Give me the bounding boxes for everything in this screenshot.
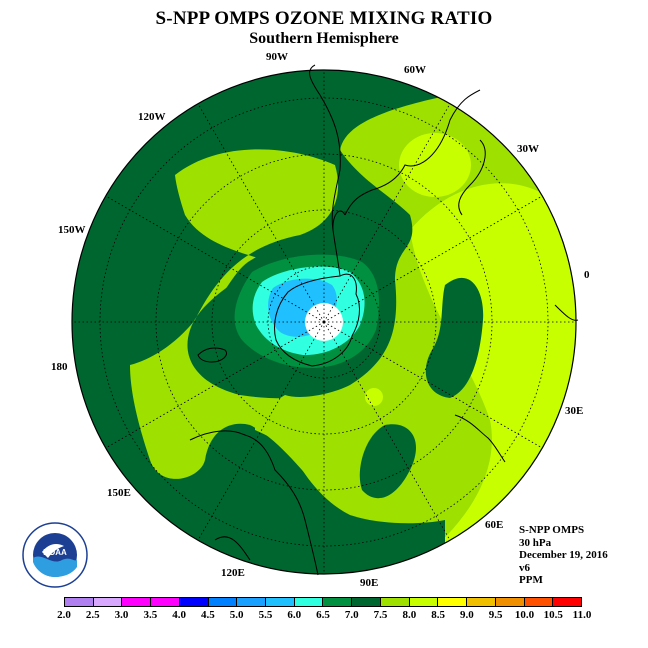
color-scale-tick-label: 9.5 [488,609,503,621]
color-scale-tick-label: 10.5 [543,609,563,621]
info-date: December 19, 2016 [519,549,608,561]
color-scale-segment [294,598,324,606]
color-scale-tick-label: 10.0 [514,609,535,621]
color-scale-tick-label: 4.5 [201,609,215,621]
color-scale-tick-label: 3.0 [114,609,129,621]
color-scale-tick-label: 4.0 [172,609,186,621]
lon-label-30e: 30E [565,405,583,417]
map-boundary [71,69,577,575]
color-scale-tick-label: 3.5 [143,609,158,621]
australia-coast [189,430,319,576]
color-scale-tick-label: 9.0 [460,609,474,621]
color-scale-bar [64,597,582,607]
color-scale-tick-label: 5.0 [229,609,244,621]
color-scale-segment [553,598,581,606]
noaa-logo-text: NOAA [43,548,67,557]
lon-label-120e: 120E [221,567,245,579]
color-scale-segment [122,598,152,606]
longitude-labels: 90W 60W 30W 0 30E 60E 90E 120E 150E 180 … [51,51,590,589]
color-scale-tick-label: 8.5 [431,609,445,621]
color-scale-segment [409,598,439,606]
south-america-west [309,64,341,231]
color-scale-segment [65,598,94,606]
color-scale-segment [93,598,123,606]
color-scale-segment [495,598,525,606]
color-scale-tick-label: 11.0 [572,609,592,621]
color-scale-segment [237,598,267,606]
color-scale-tick-label: 6.5 [316,609,330,621]
color-scale-tick-label: 7.0 [344,609,359,621]
contour-7.5-west [130,149,412,509]
contour-7.0-east-patch [425,277,484,398]
color-scale-segment [438,598,468,606]
noaa-bird-icon [42,544,64,558]
color-scale-segment [179,598,209,606]
map-subtitle: Southern Hemisphere [249,30,399,47]
info-units: PPM [519,574,543,586]
lon-label-90e: 90E [360,577,378,589]
noaa-logo: NOAA [22,522,88,588]
color-scale-tick-label: 2.0 [57,609,71,621]
color-scale-segment [524,598,554,606]
lon-label-90w: 90W [266,51,288,63]
map-title: S-NPP OMPS OZONE MIXING RATIO [155,8,493,29]
color-scale-segment [208,598,238,606]
noaa-wave-icon [33,556,77,577]
new-zealand-north [197,347,227,363]
color-scale-segment [380,598,410,606]
color-scale-segment [266,598,295,606]
contour-7.5-south [285,420,445,524]
coastlines [189,64,579,576]
south-america-east [344,89,481,216]
contour-7.0-southeast-patch [359,424,416,499]
color-scale-tick-label: 5.5 [258,609,273,621]
color-scale-tick-label: 7.5 [373,609,388,621]
south-pole-marker [322,320,326,324]
lon-label-60e: 60E [485,519,503,531]
info-block: S-NPP OMPS 30 hPa December 19, 2016 v6 P… [519,524,608,587]
info-version: v6 [519,561,530,574]
color-scale-tick-label: 2.5 [85,609,100,621]
lon-label-120w: 120W [138,111,166,123]
coast-fragment-2 [214,536,251,561]
ozone-field [72,70,576,574]
lon-label-180: 180 [51,361,68,373]
color-scale-segment [467,598,496,606]
info-instrument: S-NPP OMPS [519,524,585,536]
color-scale-segment [323,598,353,606]
lon-label-0: 0 [584,269,590,281]
color-scale-tick-labels: 2.0 2.5 3.0 3.5 4.0 4.5 5.0 5.5 6.0 6.5 7.0 7.5 8.0 8… [0,609,648,623]
coast-fragment-1 [458,139,486,216]
lon-label-150e: 150E [107,487,131,499]
lon-label-150w: 150W [58,224,86,236]
lon-label-30w: 30W [517,143,539,155]
australia-west-fragment [454,414,506,463]
lon-label-60w: 60W [404,64,426,76]
info-level: 30 hPa [519,536,552,549]
contour-8.0-north [399,133,471,197]
contour-8.0-small [365,388,383,406]
color-scale-segment [151,598,180,606]
color-scale-tick-label: 6.0 [287,609,302,621]
color-scale-segment [352,598,381,606]
color-scale-tick-label: 8.0 [402,609,417,621]
